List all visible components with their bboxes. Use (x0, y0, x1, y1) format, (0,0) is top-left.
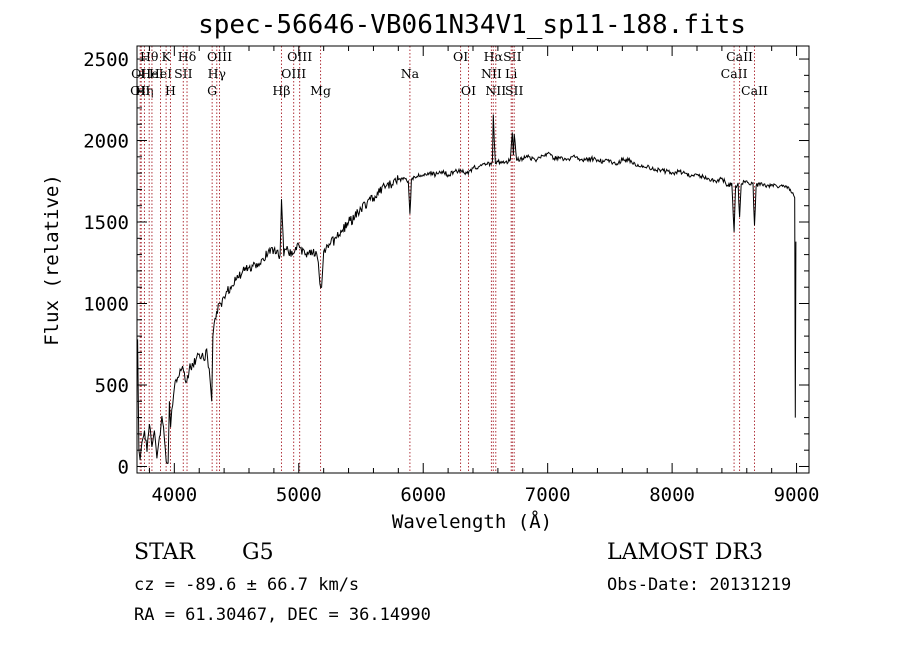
line-label-oii: OII (131, 66, 151, 81)
line-label-h: H (165, 83, 176, 98)
line-label-nii: NII (481, 66, 502, 81)
line-label-li: Li (505, 66, 517, 81)
x-tick-label: 5000 (276, 484, 322, 506)
axes: 4000 5000 6000 7000 8000 9000 0 500 1000 1500 2000… (83, 45, 820, 506)
line-label-oiii: OIII (207, 49, 232, 64)
line-label-caii: CaII (721, 66, 748, 81)
line-label-sii: SII (505, 83, 524, 98)
redshift-cz: cz = -89.6 ± 66.7 km/s (134, 575, 359, 595)
line-label-nii: NII (485, 83, 506, 98)
line-label-hθ: Hθ (140, 49, 158, 64)
spectrum-series (137, 114, 797, 464)
line-label-hei: HeI (149, 66, 172, 81)
x-tick-label: 4000 (151, 484, 197, 506)
x-tick-label: 6000 (400, 484, 446, 506)
line-label-sii: SII (174, 66, 193, 81)
line-label-hei: HeI (140, 66, 163, 81)
spectral-line-markers: OIIOIIHηHθHeIHeIKHSIIHδGHγOIIIHβOIIIOIII… (130, 46, 768, 473)
line-label-hα: Hα (484, 49, 504, 64)
y-tick-label: 1000 (83, 294, 129, 316)
line-label-hγ: Hγ (208, 66, 226, 81)
line-label-oiii: OIII (281, 66, 306, 81)
x-tick-label: 9000 (774, 484, 820, 506)
x-tick-label: 8000 (649, 484, 695, 506)
ra-dec: RA = 61.30467, DEC = 36.14990 (134, 605, 431, 625)
survey-name: LAMOST DR3 (607, 540, 763, 565)
line-label-k: K (161, 49, 171, 64)
observation-date: Obs-Date: 20131219 (607, 575, 791, 595)
line-label-oii: OII (130, 83, 150, 98)
y-tick-label: 2000 (83, 131, 129, 153)
y-tick-label: 1500 (83, 212, 129, 234)
line-label-hη: Hη (135, 83, 153, 98)
y-axis-label: Flux (relative) (41, 174, 63, 346)
line-label-oi: OI (453, 49, 468, 64)
line-label-caii: CaII (741, 83, 768, 98)
line-label-oi: OI (461, 83, 476, 98)
line-label-oiii: OIII (287, 49, 312, 64)
object-class: STAR (134, 540, 196, 565)
line-label-sii: SII (503, 49, 522, 64)
y-tick-label: 2500 (83, 49, 129, 71)
y-tick-label: 0 (118, 456, 129, 478)
line-label-hδ: Hδ (178, 49, 196, 64)
plot-frame (136, 45, 810, 474)
object-subclass: G5 (242, 540, 274, 565)
line-label-caii: CaII (726, 49, 753, 64)
chart-title: spec-56646-VB061N34V1_sp11-188.fits (198, 10, 746, 40)
line-label-mg: Mg (310, 83, 331, 98)
line-label-g: G (207, 83, 217, 98)
line-label-na: Na (401, 66, 420, 81)
x-axis-label: Wavelength (Å) (392, 510, 552, 533)
line-label-hβ: Hβ (272, 83, 290, 98)
x-tick-label: 7000 (525, 484, 571, 506)
y-tick-label: 500 (95, 375, 129, 397)
spectrum-line-flux (137, 114, 797, 464)
